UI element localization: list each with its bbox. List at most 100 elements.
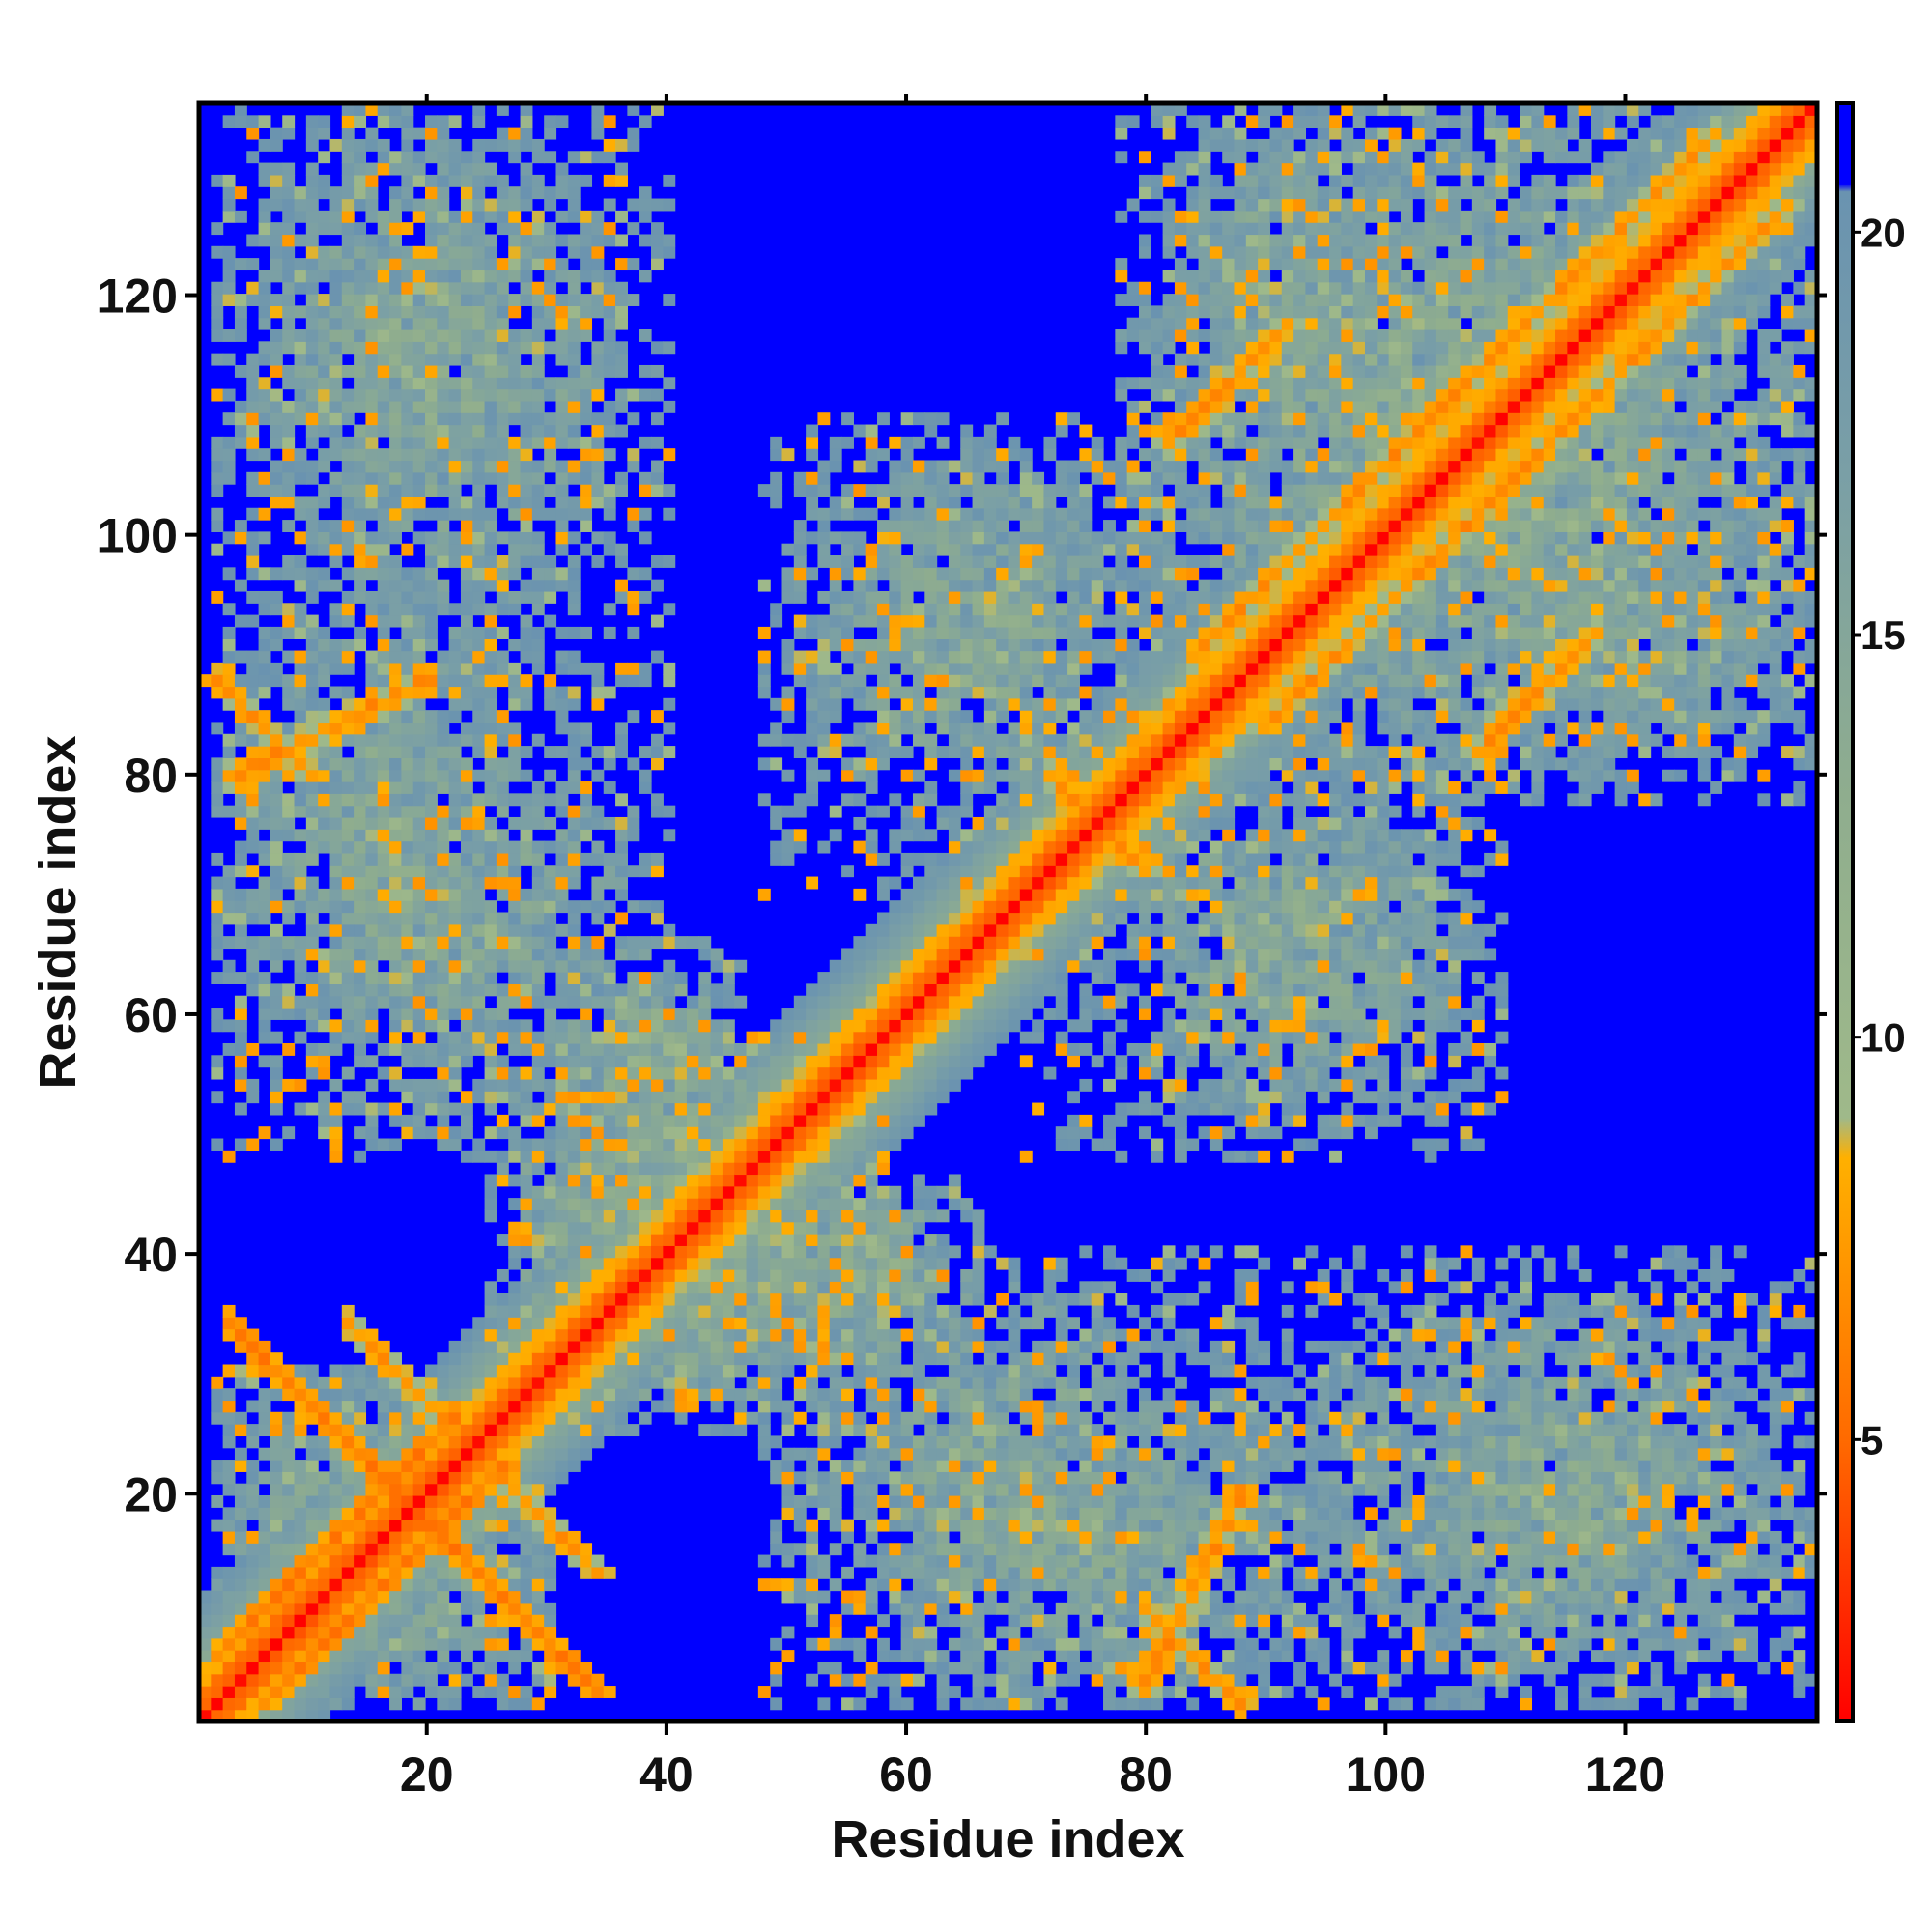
heatmap-cell <box>781 1114 795 1127</box>
heatmap-cell <box>211 1388 224 1402</box>
heatmap-cell <box>270 1388 283 1402</box>
heatmap-cell <box>258 210 271 223</box>
heatmap-cell <box>211 1494 224 1508</box>
heatmap-cell <box>354 555 367 568</box>
heatmap-cell <box>472 245 486 259</box>
heatmap-cell <box>567 757 581 771</box>
heatmap-cell <box>222 1697 236 1711</box>
heatmap-cell <box>877 710 890 724</box>
heatmap-cell <box>377 543 390 556</box>
heatmap-cell <box>484 234 497 247</box>
heatmap-cell <box>603 900 616 914</box>
heatmap-cell <box>412 245 426 259</box>
heatmap-cell <box>389 603 402 616</box>
heatmap-cell <box>853 1174 867 1187</box>
heatmap-cell <box>401 626 414 639</box>
heatmap-cell <box>305 1590 319 1604</box>
heatmap-cell <box>757 1221 771 1235</box>
heatmap-cell <box>401 174 414 187</box>
heatmap-cell <box>246 900 260 914</box>
heatmap-cell <box>793 1102 807 1116</box>
heatmap-cell <box>580 1162 593 1176</box>
heatmap-cell <box>460 567 473 581</box>
heatmap-cell <box>412 127 426 140</box>
heatmap-cell <box>425 174 438 187</box>
heatmap-cell <box>889 1102 902 1116</box>
heatmap-cell <box>520 174 533 187</box>
heatmap-cell <box>829 1304 842 1318</box>
heatmap-cell <box>555 948 569 961</box>
heatmap-cell <box>900 972 914 984</box>
heatmap-cell <box>460 972 473 984</box>
heatmap-cell <box>401 1435 414 1449</box>
heatmap-cell <box>437 294 450 306</box>
heatmap-cell <box>354 448 367 462</box>
heatmap-cell <box>591 1091 605 1104</box>
heatmap-cell <box>282 1435 296 1449</box>
heatmap-cell <box>199 1602 212 1615</box>
heatmap-cell <box>889 1566 902 1579</box>
heatmap-cell <box>639 115 652 128</box>
heatmap-cell <box>329 1114 343 1127</box>
heatmap-cell <box>222 1519 236 1532</box>
heatmap-cell <box>520 805 533 818</box>
heatmap-cell <box>401 781 414 794</box>
heatmap-cell <box>912 1447 925 1461</box>
heatmap-cell <box>437 484 450 497</box>
heatmap-cell <box>829 972 842 984</box>
heatmap-cell <box>305 781 319 794</box>
heatmap-cell <box>484 460 497 473</box>
heatmap-cell <box>318 900 331 914</box>
heatmap-cell <box>329 1424 343 1437</box>
heatmap-cell <box>329 1126 343 1140</box>
heatmap-cell <box>305 793 319 807</box>
heatmap-cell <box>817 1590 831 1604</box>
heatmap-cell <box>900 1494 914 1508</box>
heatmap-cell <box>722 1268 735 1282</box>
heatmap-cell <box>912 1626 925 1639</box>
heatmap-cell <box>246 294 260 306</box>
heatmap-cell <box>580 460 593 473</box>
heatmap-cell <box>841 543 854 556</box>
heatmap-cell <box>282 127 296 140</box>
heatmap-cell <box>199 1697 212 1711</box>
heatmap-cell <box>806 1019 819 1033</box>
heatmap-cell <box>282 733 296 747</box>
heatmap-cell <box>627 1388 640 1402</box>
heatmap-cell <box>734 1174 748 1187</box>
heatmap-cell <box>448 781 462 794</box>
heatmap-cell <box>591 1078 605 1092</box>
heatmap-cell <box>401 258 414 271</box>
heatmap-cell <box>698 1281 712 1294</box>
heatmap-cell <box>555 1031 569 1044</box>
heatmap-cell <box>781 662 795 675</box>
heatmap-cell <box>591 1673 605 1687</box>
heatmap-cell <box>841 412 854 426</box>
heatmap-cell <box>567 1019 581 1033</box>
heatmap-cell <box>591 912 605 925</box>
heatmap-cell <box>674 1185 688 1199</box>
heatmap-cell <box>580 1686 593 1698</box>
heatmap-cell <box>282 650 296 664</box>
heatmap-cell <box>877 1304 890 1318</box>
heatmap-cell <box>365 840 379 854</box>
heatmap-cell <box>389 579 402 592</box>
heatmap-cell <box>401 186 414 200</box>
heatmap-cell <box>889 471 902 485</box>
heatmap-cell <box>305 258 319 271</box>
heatmap-cell <box>591 448 605 462</box>
heatmap-cell <box>354 1364 367 1378</box>
heatmap-cell <box>425 662 438 675</box>
heatmap-cell <box>329 471 343 485</box>
heatmap-cell <box>329 424 343 438</box>
heatmap-cell <box>580 1042 593 1056</box>
heatmap-cell <box>567 1198 581 1211</box>
heatmap-cell <box>924 1507 938 1520</box>
heatmap-cell <box>900 1460 914 1472</box>
heatmap-cell <box>412 567 426 581</box>
heatmap-cell <box>710 1102 724 1116</box>
heatmap-cell <box>865 733 878 747</box>
heatmap-cell <box>555 1364 569 1378</box>
heatmap-cell <box>781 1650 795 1663</box>
heatmap-cell <box>294 448 307 462</box>
